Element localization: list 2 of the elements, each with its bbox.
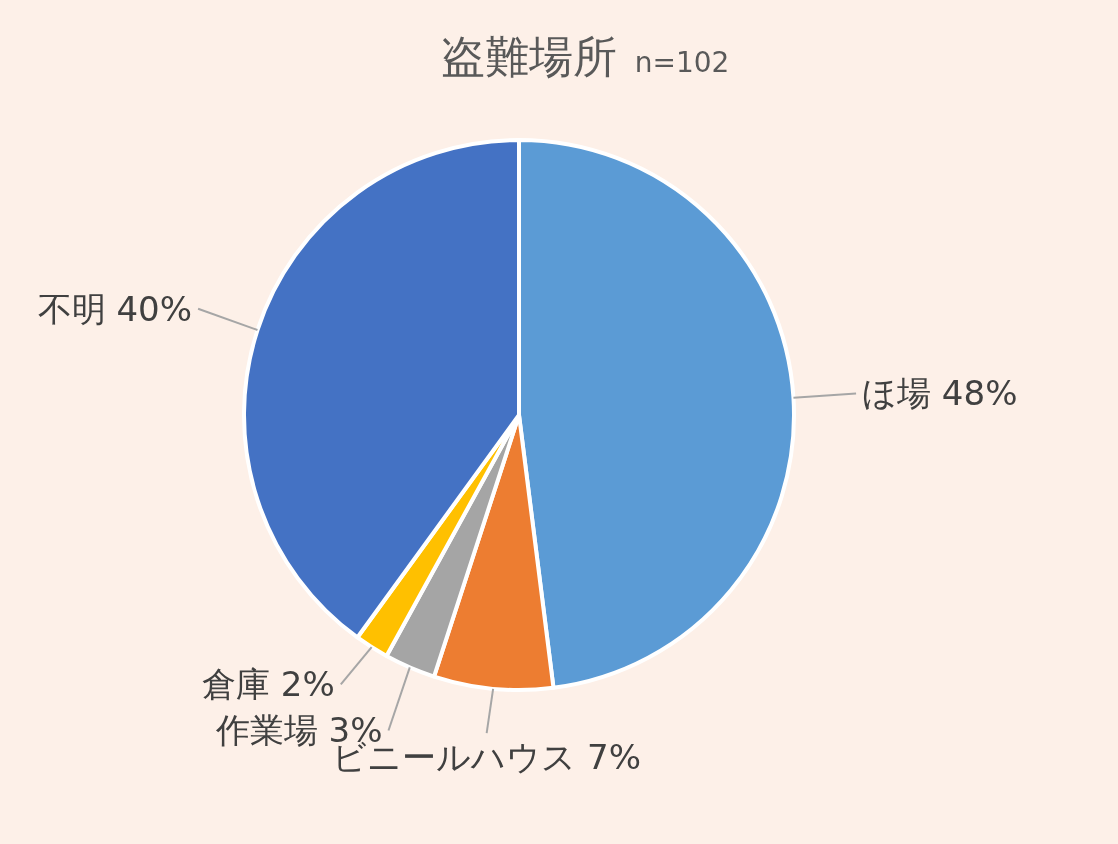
chart-title: 盗難場所 <box>440 31 617 82</box>
chart-subtitle: n=102 <box>634 46 730 79</box>
